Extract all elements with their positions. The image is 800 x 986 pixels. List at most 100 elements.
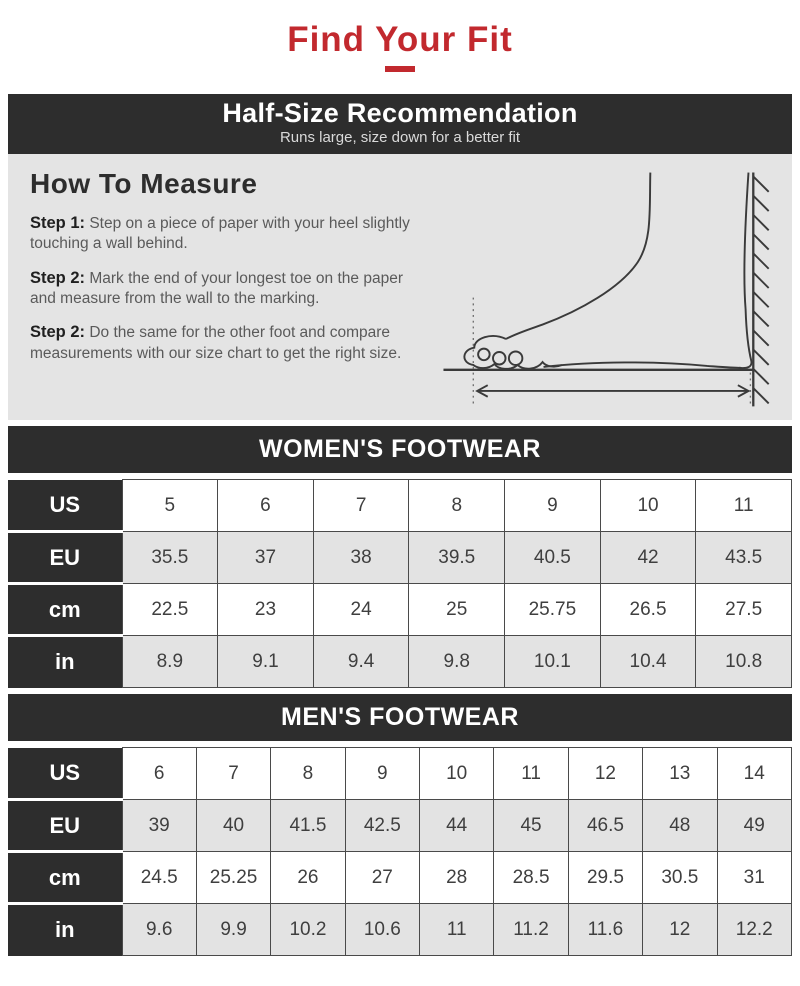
size-value-cell: 11.6 [567, 903, 644, 956]
size-value-cell: 7 [195, 747, 272, 800]
step-text: Mark the end of your longest toe on the … [30, 269, 403, 308]
half-size-banner-subtitle: Runs large, size down for a better fit [279, 129, 521, 146]
size-value-cell: 23 [217, 583, 314, 636]
half-size-banner: Half-Size Recommendation Runs large, siz… [8, 94, 792, 154]
size-value-cell: 30.5 [642, 851, 718, 904]
foot-measurement-illustration [433, 154, 792, 420]
womens-table-title: WOMEN'S FOOTWEAR [8, 426, 792, 473]
size-table-row: US 5 6 7 8 9 10 11 [8, 479, 792, 532]
row-label: in [8, 902, 122, 956]
size-value-cell: 27.5 [695, 583, 792, 636]
size-value-cell: 40.5 [504, 531, 601, 584]
size-value-cell: 49 [716, 799, 792, 852]
size-value-cell: 9.9 [195, 903, 272, 956]
size-value-cell: 10.4 [599, 635, 697, 688]
size-value-cell: 31 [716, 851, 792, 904]
how-to-measure-text: How To Measure Step 1: Step on a piece o… [8, 154, 433, 420]
size-value-cell: 24.5 [121, 851, 197, 904]
size-value-cell: 48 [642, 799, 718, 852]
step-text: Do the same for the other foot and compa… [30, 324, 402, 362]
size-value-cell: 43.5 [695, 531, 792, 584]
size-value-cell: 27 [344, 851, 421, 904]
size-value-cell: 8.9 [121, 635, 219, 688]
size-table-row: in 9.6 9.9 10.2 10.6 11 11.2 11.6 12 12.2 [8, 902, 792, 956]
size-value-cell: 29.5 [567, 851, 644, 904]
size-value-cell: 11.2 [493, 903, 569, 956]
size-value-cell: 26 [270, 851, 346, 904]
size-value-cell: 39 [121, 799, 197, 852]
size-value-cell: 22.5 [121, 583, 219, 636]
mens-section: MEN'S FOOTWEAR US 6 7 8 9 10 11 12 13 14 EU 39 40 41.… [0, 694, 800, 956]
size-table-row: in 8.9 9.1 9.4 9.8 10.1 10.4 10.8 [8, 634, 792, 688]
row-label: cm [8, 850, 122, 904]
row-label: EU [8, 798, 122, 852]
size-value-cell: 9.1 [217, 635, 314, 688]
size-value-cell: 14 [716, 747, 792, 800]
size-value-cell: 28.5 [493, 851, 569, 904]
size-value-cell: 13 [642, 747, 718, 800]
size-value-cell: 24 [312, 583, 410, 636]
womens-section: WOMEN'S FOOTWEAR US 5 6 7 8 9 10 11 EU 35.5 37 38 39… [0, 426, 800, 688]
size-value-cell: 9.6 [121, 903, 197, 956]
title-underline [385, 66, 415, 72]
size-value-cell: 39.5 [408, 531, 506, 584]
page-header: Find Your Fit [0, 0, 800, 72]
row-label: US [8, 479, 122, 532]
size-value-cell: 9.8 [408, 635, 506, 688]
size-value-cell: 35.5 [121, 531, 219, 584]
size-value-cell: 11 [493, 747, 569, 800]
size-table-row: EU 39 40 41.5 42.5 44 45 46.5 48 49 [8, 798, 792, 852]
size-value-cell: 10.2 [270, 903, 346, 956]
row-label: EU [8, 530, 122, 584]
size-value-cell: 9 [344, 747, 421, 800]
size-value-cell: 12 [567, 747, 644, 800]
size-value-cell: 44 [418, 799, 495, 852]
size-value-cell: 9.4 [312, 635, 410, 688]
size-value-cell: 25 [408, 583, 506, 636]
size-value-cell: 8 [270, 747, 346, 800]
row-label: in [8, 634, 122, 688]
size-value-cell: 10.8 [695, 635, 792, 688]
step-label: Step 2: [30, 268, 86, 287]
size-value-cell: 9 [504, 479, 601, 532]
row-label: US [8, 747, 122, 800]
step-label: Step 1: [30, 214, 86, 232]
size-value-cell: 6 [121, 747, 197, 800]
how-to-measure-heading: How To Measure [30, 168, 258, 199]
size-value-cell: 12 [642, 903, 718, 956]
mens-size-table: US 6 7 8 9 10 11 12 13 14 EU 39 40 41.5 42.5 44 45 46.5 48… [8, 747, 792, 956]
measure-step-3: Step 2: Do the same for the other foot a… [30, 322, 427, 364]
how-to-measure-section: How To Measure Step 1: Step on a piece o… [8, 154, 792, 420]
size-value-cell: 38 [312, 531, 410, 584]
size-value-cell: 25.75 [504, 583, 601, 636]
size-value-cell: 11 [418, 903, 495, 956]
size-table-row: US 6 7 8 9 10 11 12 13 14 [8, 747, 792, 800]
size-value-cell: 6 [217, 479, 314, 532]
size-value-cell: 41.5 [270, 799, 346, 852]
measure-step-1: Step 1: Step on a piece of paper with yo… [30, 213, 427, 255]
measure-step-2: Step 2: Mark the end of your longest toe… [30, 268, 427, 310]
size-value-cell: 12.2 [716, 903, 792, 956]
size-value-cell: 37 [217, 531, 314, 584]
womens-size-table: US 5 6 7 8 9 10 11 EU 35.5 37 38 39.5 40.5 42 43.5 cm 22.… [8, 479, 792, 688]
row-label: cm [8, 582, 122, 636]
size-value-cell: 28 [418, 851, 495, 904]
step-text: Step on a piece of paper with your heel … [30, 215, 410, 253]
step-label: Step 2: [30, 323, 86, 342]
size-value-cell: 10.6 [344, 903, 421, 956]
size-value-cell: 46.5 [567, 799, 644, 852]
size-value-cell: 45 [493, 799, 569, 852]
half-size-banner-title: Half-Size Recommendation [222, 98, 578, 128]
size-table-row: cm 22.5 23 24 25 25.75 26.5 27.5 [8, 582, 792, 636]
size-value-cell: 26.5 [599, 583, 697, 636]
foot-diagram-icon [443, 172, 770, 408]
size-value-cell: 25.25 [195, 851, 272, 904]
size-value-cell: 42.5 [344, 799, 421, 852]
size-value-cell: 10 [418, 747, 495, 800]
size-value-cell: 10 [599, 479, 697, 532]
size-value-cell: 5 [121, 479, 219, 532]
size-value-cell: 42 [599, 531, 697, 584]
mens-table-title: MEN'S FOOTWEAR [8, 694, 792, 741]
page-title: Find Your Fit [287, 20, 513, 59]
